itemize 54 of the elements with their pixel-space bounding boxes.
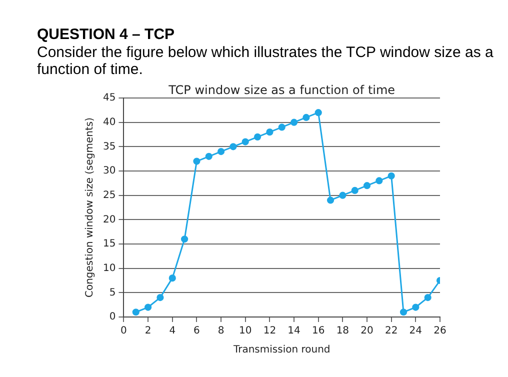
point bbox=[412, 304, 420, 311]
point bbox=[180, 236, 188, 243]
point bbox=[230, 143, 237, 150]
y-tick-label: 15 bbox=[102, 238, 116, 250]
x-tick-label: 14 bbox=[288, 326, 300, 337]
x-tick-label: 8 bbox=[218, 326, 224, 337]
point bbox=[339, 192, 346, 199]
x-tick-label: 20 bbox=[360, 326, 374, 337]
point bbox=[363, 182, 371, 190]
x-tick-label: 12 bbox=[263, 326, 276, 337]
point bbox=[132, 308, 140, 316]
text: TCP window size as a function of time bbox=[168, 83, 396, 97]
point bbox=[217, 148, 225, 156]
point bbox=[254, 133, 262, 140]
point bbox=[326, 196, 334, 204]
point bbox=[156, 294, 164, 302]
point bbox=[302, 114, 310, 122]
y-tick-label: 0 bbox=[109, 312, 116, 323]
y-tick-label: 5 bbox=[109, 287, 116, 298]
point bbox=[290, 118, 298, 126]
y-tick-label: 20 bbox=[102, 214, 116, 226]
x-tick-label: 10 bbox=[239, 326, 252, 337]
point bbox=[168, 274, 176, 282]
y-axis-title: Congestion window size (segments) bbox=[84, 117, 96, 298]
y-tick-label: 40 bbox=[102, 116, 116, 128]
x-tick-label: 22 bbox=[384, 326, 398, 337]
point bbox=[193, 158, 200, 165]
point bbox=[242, 138, 249, 146]
y-tick-label: 30 bbox=[102, 166, 116, 177]
point bbox=[424, 294, 432, 302]
point bbox=[388, 172, 395, 180]
chart-title: QUESTION 4 – TCP bbox=[37, 26, 176, 44]
x-tick-label: 2 bbox=[144, 326, 152, 337]
point bbox=[144, 304, 152, 311]
point bbox=[400, 308, 408, 316]
point bbox=[376, 177, 383, 184]
chart-subtitle: Consider the figure below which illustrates the TCP window size as a function of time. bbox=[37, 44, 494, 78]
y-tick-label: 45 bbox=[102, 92, 116, 104]
x-axis-title: Transmission round bbox=[232, 344, 330, 356]
point bbox=[266, 128, 274, 136]
x-tick-label: 6 bbox=[194, 326, 200, 337]
x-tick-label: 4 bbox=[169, 326, 176, 337]
y-tick-label: 35 bbox=[102, 141, 116, 152]
x-tick-label: 16 bbox=[312, 326, 325, 337]
x-tick-label: 26 bbox=[434, 326, 446, 337]
point bbox=[278, 124, 286, 131]
point bbox=[205, 152, 212, 160]
y-tick-label: 10 bbox=[102, 262, 116, 274]
point bbox=[351, 186, 358, 194]
x-tick-label: 24 bbox=[409, 326, 422, 337]
x-tick-label: 0 bbox=[120, 326, 127, 337]
y-tick-label: 25 bbox=[102, 190, 116, 201]
x-tick-label: 18 bbox=[336, 326, 350, 337]
point bbox=[314, 109, 322, 116]
